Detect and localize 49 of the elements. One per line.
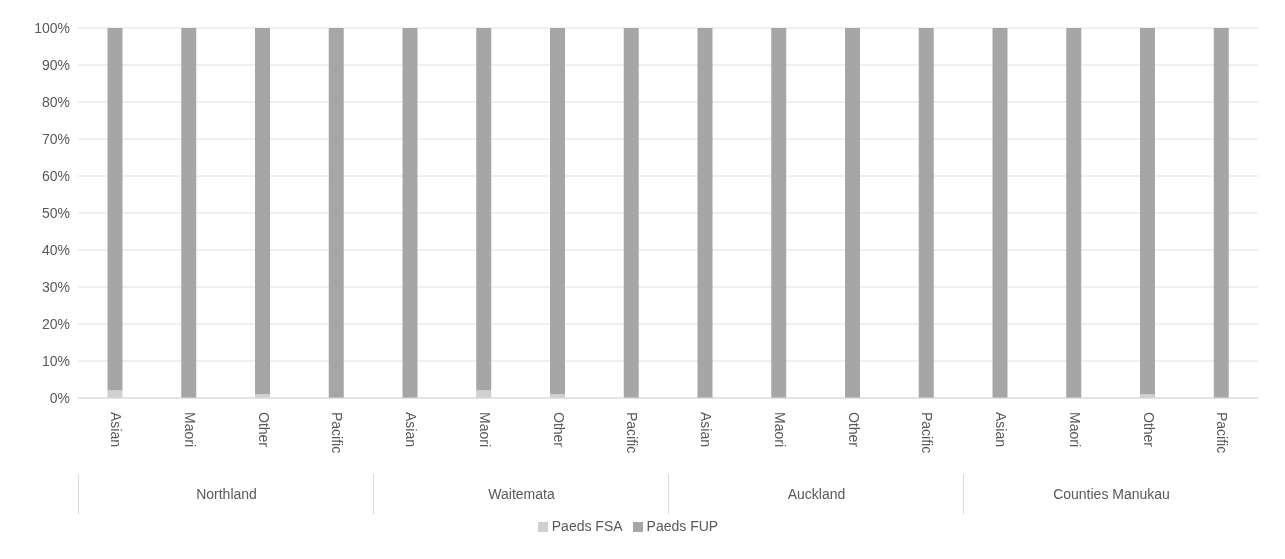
x-tick-label: Other <box>845 412 862 448</box>
x-tick-label: Asian <box>993 412 1010 448</box>
bar <box>1066 28 1082 398</box>
bar <box>918 28 934 398</box>
text: Auckland <box>668 474 964 514</box>
x-tick-label: Other <box>1140 412 1157 448</box>
x-tick-label: Maori <box>181 412 198 448</box>
bar <box>992 28 1008 398</box>
bar <box>402 28 418 398</box>
bar <box>623 28 639 398</box>
bar <box>1140 28 1155 395</box>
y-tick-label: 90% <box>41 56 70 73</box>
y-tick-label: 100% <box>34 19 70 36</box>
legend-label: Paeds FUP <box>646 518 719 534</box>
x-tick-label: Maori <box>476 412 493 448</box>
y-tick-label: 50% <box>41 204 70 221</box>
text: Counties Manukau <box>963 474 1259 514</box>
bar <box>255 28 270 395</box>
x-tick-label: Pacific <box>329 412 346 454</box>
bar <box>1213 28 1229 398</box>
x-tick-label: Asian <box>403 412 420 448</box>
bar <box>697 28 713 398</box>
bar <box>328 28 344 398</box>
bar <box>771 28 787 398</box>
x-tick-label: Asian <box>108 412 125 448</box>
text: Waitemata <box>373 474 669 514</box>
y-tick-label: 30% <box>41 278 70 295</box>
x-tick-label: Maori <box>1066 412 1083 448</box>
x-tick-label: Other <box>550 412 567 448</box>
bar <box>550 28 565 395</box>
x-tick-label: Maori <box>771 412 788 448</box>
x-tick-label: Asian <box>698 412 715 448</box>
bar <box>476 28 492 391</box>
bar <box>181 28 197 398</box>
y-tick-label: 60% <box>41 167 70 184</box>
text: Northland <box>78 474 374 514</box>
y-tick-label: 20% <box>41 315 70 332</box>
x-tick-label: Pacific <box>1214 412 1231 454</box>
bar <box>107 28 123 391</box>
y-tick-label: 40% <box>41 241 70 258</box>
legend-label: Paeds FSA <box>551 518 623 534</box>
bar <box>845 28 860 398</box>
y-tick-label: 10% <box>41 352 70 369</box>
y-tick-label: 70% <box>41 130 70 147</box>
y-tick-label: 0% <box>49 389 70 406</box>
x-tick-label: Pacific <box>624 412 641 454</box>
y-tick-label: 80% <box>41 93 70 110</box>
x-tick-label: Pacific <box>919 412 936 454</box>
x-tick-label: Other <box>255 412 272 448</box>
